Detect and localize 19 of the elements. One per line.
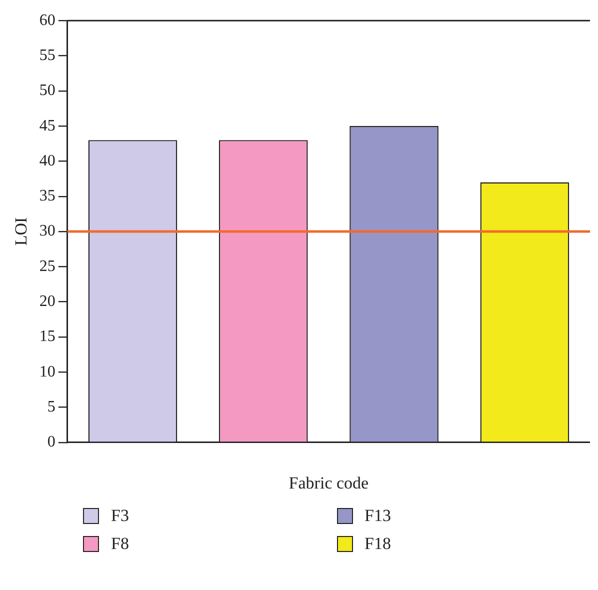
y-tick-label: 60 <box>39 12 56 29</box>
y-tick-label: 50 <box>39 82 56 100</box>
legend-label: F3 <box>111 506 129 526</box>
legend-label: F8 <box>111 534 129 554</box>
y-tick-label: 20 <box>39 293 56 310</box>
y-tick-label: 10 <box>39 363 56 380</box>
y-axis-title: LOI <box>12 217 31 246</box>
y-tick-label: 25 <box>39 258 56 275</box>
y-tick-label: 30 <box>39 222 56 240</box>
y-tick-label: 15 <box>39 328 56 346</box>
y-tick-label: 35 <box>39 188 56 205</box>
x-axis-title: Fabric code <box>288 473 369 492</box>
y-tick-label: 45 <box>39 117 56 134</box>
y-tick-label: 5 <box>47 398 56 416</box>
y-tick-label: 55 <box>39 46 56 64</box>
legend-label: F18 <box>364 534 391 554</box>
y-tick-label: 40 <box>39 152 56 170</box>
legend-label: F13 <box>364 506 391 526</box>
y-tick-label: 0 <box>47 434 56 451</box>
